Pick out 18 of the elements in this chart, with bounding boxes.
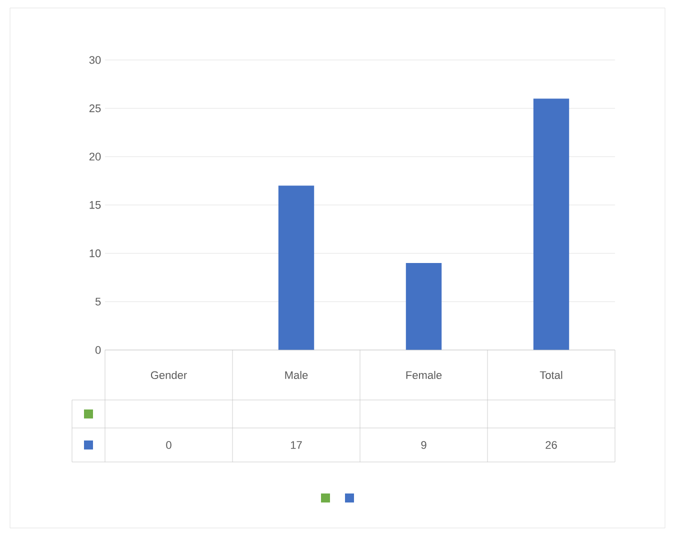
- y-tick-label: 0: [95, 346, 101, 354]
- y-tick-label: 15: [90, 201, 101, 209]
- data-label: 9: [421, 441, 426, 449]
- data-label: 0: [166, 441, 172, 449]
- y-tick-label: 20: [89, 152, 101, 161]
- bar: [533, 98, 570, 350]
- bar: [278, 186, 314, 350]
- y-tick-label: 5: [95, 298, 101, 306]
- x-tick-label: Female: [406, 370, 442, 380]
- data-label: 26: [546, 441, 557, 449]
- y-tick-label: 30: [89, 56, 101, 64]
- x-tick-label: Male: [285, 370, 308, 380]
- x-tick-label: Gender: [150, 370, 187, 380]
- y-tick-label: 25: [89, 104, 101, 112]
- data-label: 17: [290, 441, 302, 449]
- bar: [406, 262, 442, 350]
- x-tick-label: Total: [540, 370, 562, 380]
- y-tick-label: 10: [90, 249, 101, 258]
